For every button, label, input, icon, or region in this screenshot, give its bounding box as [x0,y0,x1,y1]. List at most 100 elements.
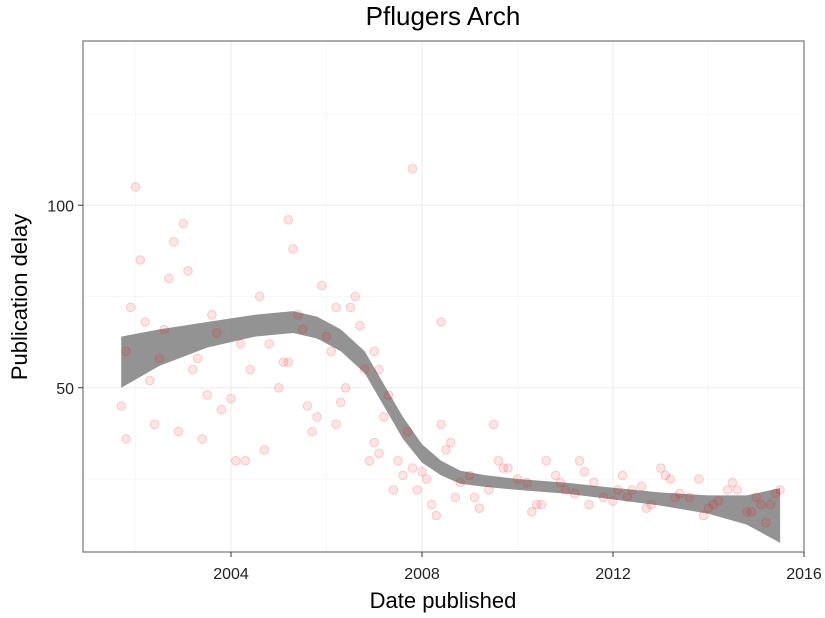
data-point [216,404,227,415]
data-point [522,477,532,488]
plot-panel [82,40,805,553]
data-point [703,503,714,514]
data-point [331,419,341,430]
data-point [426,499,437,510]
chart-title: Pflugers Arch [366,1,521,31]
data-point [383,390,394,400]
data-point [608,496,618,506]
data-point [154,353,165,364]
data-point [441,445,451,455]
data-point [259,445,270,455]
data-point [245,364,255,375]
data-point [531,499,542,510]
data-point [417,466,427,477]
data-point [407,463,418,473]
data-point [116,401,126,411]
data-point [765,499,776,510]
data-point [288,244,298,254]
data-point [756,499,766,510]
data-point [369,437,380,448]
data-point [326,346,337,357]
data-point [751,492,762,503]
smooth-band-layer [121,311,781,543]
data-point [484,485,494,495]
data-point [283,215,294,225]
data-point [283,357,294,368]
data-point [541,456,552,466]
data-point [135,255,146,265]
data-point [598,492,609,503]
data-point [694,474,704,484]
data-point [183,266,193,276]
data-point [168,237,179,247]
x-tick-label: 2012 [595,566,631,583]
y-axis-title: Publication delay [7,214,32,380]
data-point [178,218,189,229]
data-point [336,397,346,408]
data-point [254,291,265,302]
data-point [465,470,475,481]
data-point [412,485,423,495]
data-point [340,383,351,393]
data-point [235,339,246,349]
data-point [364,456,375,466]
data-point [359,364,370,375]
data-point [450,492,461,503]
data-point [713,496,723,506]
data-point [355,320,365,331]
data-point [121,434,131,444]
y-tick-label: 100 [47,198,74,215]
data-point [641,503,652,514]
data-point [589,477,599,488]
data-point [488,419,499,430]
data-point [550,470,561,481]
data-point [197,434,208,444]
data-point [316,280,327,291]
data-point [130,182,141,192]
data-point [503,463,513,473]
data-point [727,477,738,488]
data-point [536,499,547,510]
data-point [527,507,537,517]
data-point [761,518,771,528]
data-point [145,375,155,386]
data-point [422,474,432,484]
data-point [125,302,136,313]
data-point [207,310,217,320]
data-point [173,426,184,437]
data-point [345,302,356,313]
data-point [574,456,585,466]
data-point [393,456,403,466]
data-point [708,499,719,510]
data-point [211,328,222,338]
data-point [746,507,757,517]
data-point [570,488,580,499]
x-tick-label: 2004 [213,566,249,583]
data-point [331,302,341,313]
data-point [402,426,413,437]
data-point [379,412,389,422]
data-point [388,485,399,495]
data-point [312,412,322,422]
x-tick-label: 2008 [404,566,440,583]
data-point [445,437,456,448]
data-point [231,456,241,466]
data-point [741,507,752,517]
data-point [140,317,150,327]
data-point [369,346,380,357]
y-tick-label: 50 [56,381,74,398]
data-point [149,419,160,430]
data-point [684,492,695,503]
data-point [407,164,418,174]
data-point [436,419,446,430]
data-point [307,426,318,437]
data-point [374,448,384,459]
data-point [455,477,466,488]
data-point [226,393,236,404]
data-point [164,273,174,284]
data-point [278,357,289,368]
data-point [202,390,212,400]
data-point [374,364,384,375]
data-point [350,291,361,302]
